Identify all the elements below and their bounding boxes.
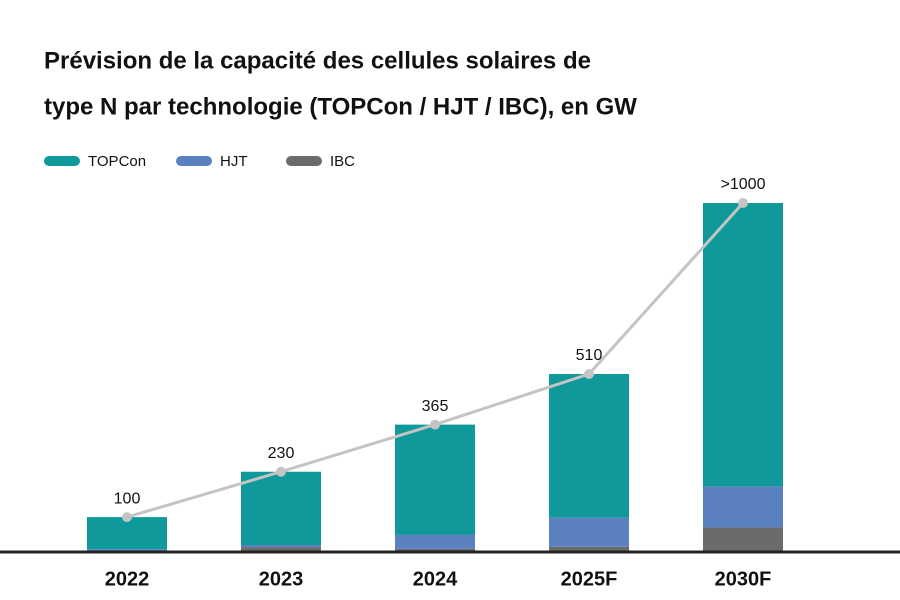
x-tick-label: 2023	[259, 568, 304, 590]
value-label: >1000	[721, 176, 766, 193]
bar-segment	[241, 545, 321, 548]
total-point	[430, 419, 440, 430]
total-point	[122, 512, 132, 523]
total-point	[584, 369, 594, 380]
bar-segment	[395, 424, 475, 535]
bar-segment	[549, 546, 629, 552]
bar-segment	[87, 517, 167, 550]
bar-segment	[395, 548, 475, 552]
legend-swatch	[286, 156, 322, 166]
bar-segment	[703, 486, 783, 528]
x-tick-label: 2025F	[561, 568, 618, 590]
legend-swatch	[44, 156, 80, 166]
value-label: 230	[268, 445, 295, 462]
bar-segment	[703, 527, 783, 552]
total-point	[738, 198, 748, 208]
x-tick-label: 2030F	[715, 568, 772, 590]
bar-segment	[549, 517, 629, 547]
value-label: 100	[114, 490, 141, 507]
legend-label: TOPCon	[88, 153, 146, 170]
bar-segment	[549, 374, 629, 518]
bar-segment	[241, 547, 321, 552]
value-label: 510	[576, 347, 603, 364]
legend-swatch	[176, 156, 212, 166]
bar-segment	[395, 534, 475, 549]
bar-segment	[241, 471, 321, 546]
value-label: 365	[422, 398, 449, 415]
chart-title: type N par technologie (TOPCon / HJT / I…	[44, 93, 637, 120]
total-point	[276, 466, 286, 477]
x-tick-label: 2022	[105, 568, 150, 590]
bar-segment	[87, 549, 167, 551]
chart-title: Prévision de la capacité des cellules so…	[44, 47, 591, 74]
legend-label: HJT	[220, 153, 248, 170]
legend-label: IBC	[330, 153, 355, 170]
x-tick-label: 2024	[413, 568, 458, 590]
bar-segment	[703, 203, 783, 487]
